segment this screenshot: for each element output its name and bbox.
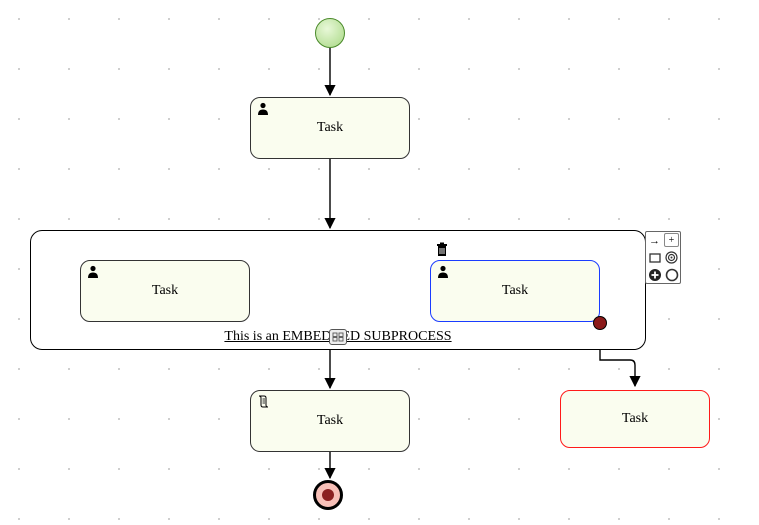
task-label: Task [317,120,343,136]
toolbar-add-icon[interactable]: + [664,233,679,247]
user-icon [437,265,449,282]
toolbar-connect-icon[interactable]: → [646,232,663,249]
task-label: Task [152,283,178,299]
user-icon [87,265,99,282]
user-icon [257,102,269,119]
task-label: Task [502,283,528,299]
collapse-marker-icon[interactable] [329,329,347,345]
script-icon [257,395,270,412]
toolbar-plus-circle-icon[interactable] [646,266,663,283]
task-node-3-selected[interactable]: Task [430,260,600,322]
end-event[interactable] [313,480,343,510]
start-event[interactable] [315,18,345,48]
task-node-4[interactable]: Task [250,390,410,452]
task-node-5-error[interactable]: Task [560,390,710,448]
task-label: Task [317,413,343,429]
context-toolbar: → + [645,231,681,284]
toolbar-rect-icon[interactable] [646,249,663,266]
toolbar-target-icon[interactable] [663,249,680,266]
boundary-error-event[interactable] [593,316,607,330]
task-node-1[interactable]: Task [250,97,410,159]
task-node-2[interactable]: Task [80,260,250,322]
trash-icon[interactable] [435,242,449,262]
toolbar-circle-icon[interactable] [663,266,680,283]
task-label: Task [622,411,648,427]
